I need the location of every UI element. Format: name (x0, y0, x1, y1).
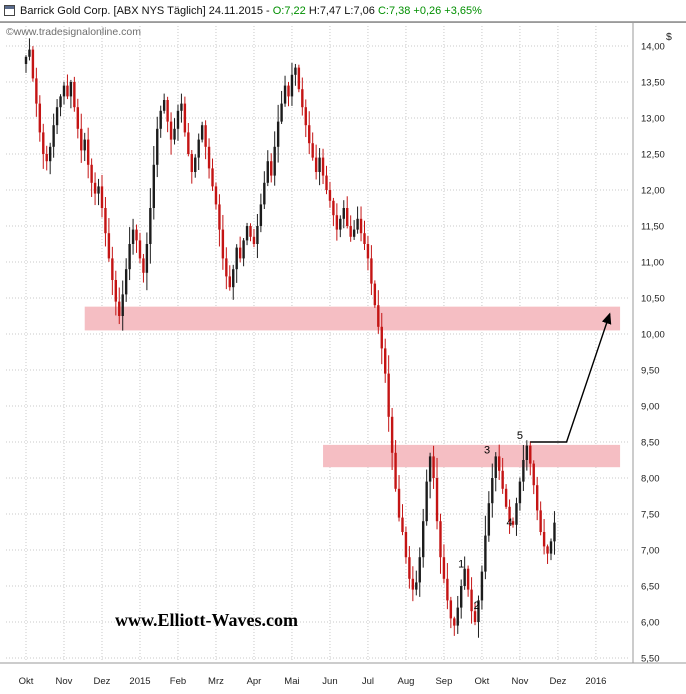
x-axis-label: Dez (94, 676, 111, 687)
y-axis-label: 11,50 (641, 222, 664, 233)
y-axis-label: 12,50 (641, 150, 665, 161)
y-axis-label: 9,50 (641, 366, 660, 377)
x-axis-label: Okt (475, 676, 490, 687)
x-axis-label: Sep (435, 676, 452, 687)
wave-label-4: 4 (506, 517, 512, 529)
x-axis-label: Mai (284, 676, 299, 687)
x-axis-label: 2015 (129, 676, 150, 687)
y-axis-label: 9,00 (641, 402, 660, 413)
wave-label-3: 3 (484, 445, 490, 457)
x-axis-label: Nov (56, 676, 73, 687)
candles-layer (24, 38, 556, 638)
y-axis-label: 6,50 (641, 582, 660, 593)
elliott-waves-watermark: www.Elliott-Waves.com (115, 610, 298, 630)
grid-layer (6, 26, 630, 662)
y-axis-label: 12,00 (641, 186, 665, 197)
instrument-title: Barrick Gold Corp. [ABX NYS Täglich] 24.… (20, 5, 270, 17)
currency-symbol: $ (666, 31, 672, 43)
y-axis-label: 10,00 (641, 330, 665, 341)
x-axis-label: Aug (397, 676, 414, 687)
x-axis-label: 2016 (585, 676, 606, 687)
wave-label-5: 5 (517, 430, 523, 442)
wave-label-2: 2 (474, 600, 480, 612)
wave-label-1: 1 (458, 558, 464, 570)
y-axis-label: 13,50 (641, 78, 665, 89)
close-quote: C:7,38 +0,26 +3,65% (377, 5, 482, 17)
x-axis-label: Jul (362, 676, 374, 687)
annotations-layer: 1 2 3 4 5 (458, 312, 612, 612)
y-axis-label: 13,00 (641, 114, 665, 125)
y-axis-label: 7,00 (641, 546, 660, 557)
y-axis-label: 11,00 (641, 258, 664, 269)
watermark: ©www.tradesignalonline.com (6, 26, 141, 38)
y-axis-label: 8,50 (641, 438, 660, 449)
x-axis-label: Okt (19, 676, 34, 687)
x-axis-label: Dez (549, 676, 566, 687)
title-bar: Barrick Gold Corp. [ABX NYS Täglich] 24.… (0, 0, 686, 22)
y-axis-label: 14,00 (641, 42, 665, 53)
axes-layer: 14,00 13,50 13,00 12,50 12,00 11,50 11,00 10,50… (0, 22, 686, 687)
x-axis-label: Jun (322, 676, 337, 687)
projection-arrow (530, 312, 612, 443)
y-axis-label: 6,00 (641, 618, 660, 629)
chart-window-icon (4, 5, 15, 16)
support-zone (323, 444, 621, 468)
high-low-quote: H:7,47 L:7,06 (308, 5, 375, 17)
x-axis-label: Mrz (208, 676, 224, 687)
x-axis-label: Feb (170, 676, 186, 687)
y-axis-label: 5,50 (641, 654, 660, 665)
y-axis-label: 8,00 (641, 474, 660, 485)
y-axis-label: 7,50 (641, 510, 660, 521)
x-axis-label: Apr (247, 676, 262, 687)
x-axis-label: Nov (511, 676, 528, 687)
open-quote: O:7,22 (272, 5, 306, 17)
support-zones (84, 306, 621, 468)
support-zone (84, 306, 621, 331)
y-axis-label: 10,50 (641, 294, 665, 305)
